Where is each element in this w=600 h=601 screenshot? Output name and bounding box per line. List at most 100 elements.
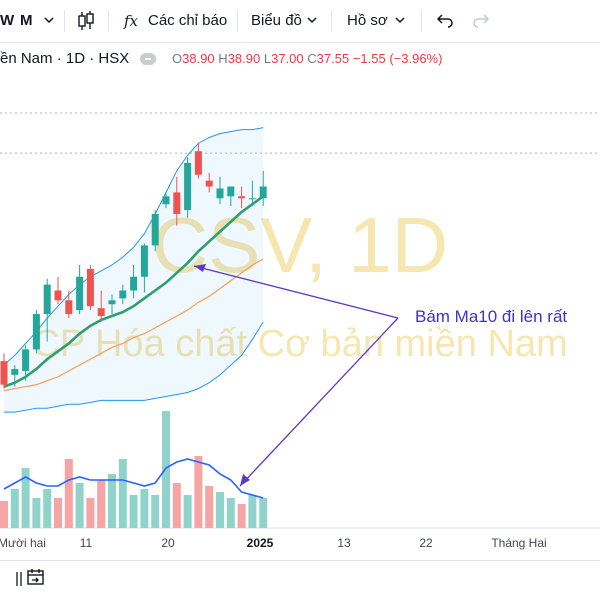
low-value: 37.00 xyxy=(271,51,304,66)
annotation-arrow-line xyxy=(239,317,399,487)
volume-bar xyxy=(162,411,170,528)
volume-bar xyxy=(54,498,62,528)
candle xyxy=(194,143,202,179)
high-key: H xyxy=(218,51,228,66)
x-tick-label: 2025 xyxy=(247,536,274,550)
price-chart[interactable]: CSV, 1D CP Hóa chất Cơ bản miền Nam Bám … xyxy=(0,42,600,560)
candles xyxy=(0,143,267,389)
candle-body xyxy=(86,268,94,307)
x-tick-label: Mười hai xyxy=(0,536,46,550)
moving-averages xyxy=(3,195,264,392)
candle-body xyxy=(151,213,159,246)
candle xyxy=(205,172,213,193)
interval-w-button[interactable]: W xyxy=(0,12,15,29)
top-toolbar: W M fx Các chỉ báo Biểu đồ Hồ sơ xyxy=(0,0,600,43)
low-key: L xyxy=(263,51,272,66)
candle xyxy=(140,243,148,293)
candle-body xyxy=(11,368,19,375)
change-value: −1.55 (−3.96%) xyxy=(352,51,443,66)
volume-bar xyxy=(216,492,224,528)
candle-body xyxy=(194,151,202,175)
volume-bar xyxy=(205,486,214,528)
volume-bar xyxy=(259,498,268,528)
divider xyxy=(331,10,332,32)
candle xyxy=(43,278,51,342)
volume-bar xyxy=(43,489,52,528)
open-key: O xyxy=(172,51,183,66)
candle-body xyxy=(65,300,73,315)
interval-m-button[interactable]: M xyxy=(20,12,33,29)
volume-bar xyxy=(97,480,106,528)
candle xyxy=(22,345,30,381)
fx-icon[interactable]: fx xyxy=(124,12,139,30)
volume-bar xyxy=(140,489,149,528)
candle xyxy=(54,276,62,305)
candle xyxy=(238,186,246,209)
candle xyxy=(227,186,235,207)
chevron-down-icon[interactable] xyxy=(395,15,405,25)
candle-body xyxy=(43,284,51,315)
x-tick-label: Tháng Hai xyxy=(491,536,546,550)
undo-icon[interactable] xyxy=(436,12,454,28)
candle xyxy=(248,180,256,207)
candle-body xyxy=(76,276,84,311)
redo-icon[interactable] xyxy=(472,12,490,28)
chevron-down-icon[interactable] xyxy=(307,15,317,25)
volume-bar xyxy=(108,474,116,528)
high-value: 38.90 xyxy=(227,51,261,66)
band-lower-line xyxy=(4,321,264,413)
watermark-symbol: CSV, 1D xyxy=(152,201,448,289)
candle xyxy=(173,176,181,226)
profile-button[interactable]: Hồ sơ xyxy=(347,12,388,29)
calendar-goto-icon[interactable] xyxy=(26,567,46,587)
volume-bar xyxy=(0,501,8,528)
candle xyxy=(11,365,19,387)
close-key: C xyxy=(307,51,317,66)
chart-type-button[interactable]: Biểu đồ xyxy=(251,12,302,29)
candle-body xyxy=(54,290,62,301)
candle-body xyxy=(248,198,256,200)
candle-body xyxy=(184,162,192,211)
arrowhead-icon xyxy=(194,264,206,272)
candle xyxy=(97,290,105,322)
chart-area[interactable]: CSV, 1D CP Hóa chất Cơ bản miền Nam Bám … xyxy=(0,42,600,560)
volume-bar xyxy=(75,483,84,528)
divider xyxy=(237,10,238,32)
candle xyxy=(216,176,224,205)
annotation-arrow-line xyxy=(193,265,399,319)
x-tick-label: 13 xyxy=(337,536,351,550)
volume-ma-line xyxy=(3,458,264,499)
candle-body xyxy=(108,300,116,305)
candle-body xyxy=(0,361,8,385)
candle-body xyxy=(259,186,267,199)
arrowhead-icon xyxy=(240,474,250,486)
scroll-handle-icon[interactable] xyxy=(14,570,24,588)
volume-bars xyxy=(0,411,268,528)
candle-body xyxy=(130,276,138,291)
annotation-arrows[interactable]: Bám Ma10 đi lên rất xyxy=(193,264,567,487)
indicators-button[interactable]: Các chỉ báo xyxy=(148,12,228,29)
hide-legend-icon[interactable] xyxy=(140,53,156,65)
x-tick-label: 22 xyxy=(419,536,433,550)
volume-bar xyxy=(129,495,138,528)
divider xyxy=(108,10,109,32)
candle xyxy=(184,157,192,218)
candle-body xyxy=(140,245,148,277)
candle-body xyxy=(205,180,213,187)
close-value: 37.55 xyxy=(316,51,350,66)
candle xyxy=(86,265,94,311)
candles-icon[interactable] xyxy=(76,10,96,32)
volume-bar xyxy=(226,498,235,528)
divider xyxy=(64,10,65,32)
symbol-label[interactable]: ền Nam · 1D · HSX xyxy=(0,50,130,67)
chevron-down-icon[interactable] xyxy=(44,15,54,25)
candle xyxy=(130,265,138,299)
volume-bar xyxy=(118,459,127,528)
candle xyxy=(76,265,84,315)
x-tick-label: 11 xyxy=(80,536,93,550)
volume-bar xyxy=(194,456,203,528)
candle xyxy=(0,353,8,389)
candle-body xyxy=(97,308,105,317)
candle-body xyxy=(216,188,224,199)
annotation-text[interactable]: Bám Ma10 đi lên rất xyxy=(415,307,567,326)
